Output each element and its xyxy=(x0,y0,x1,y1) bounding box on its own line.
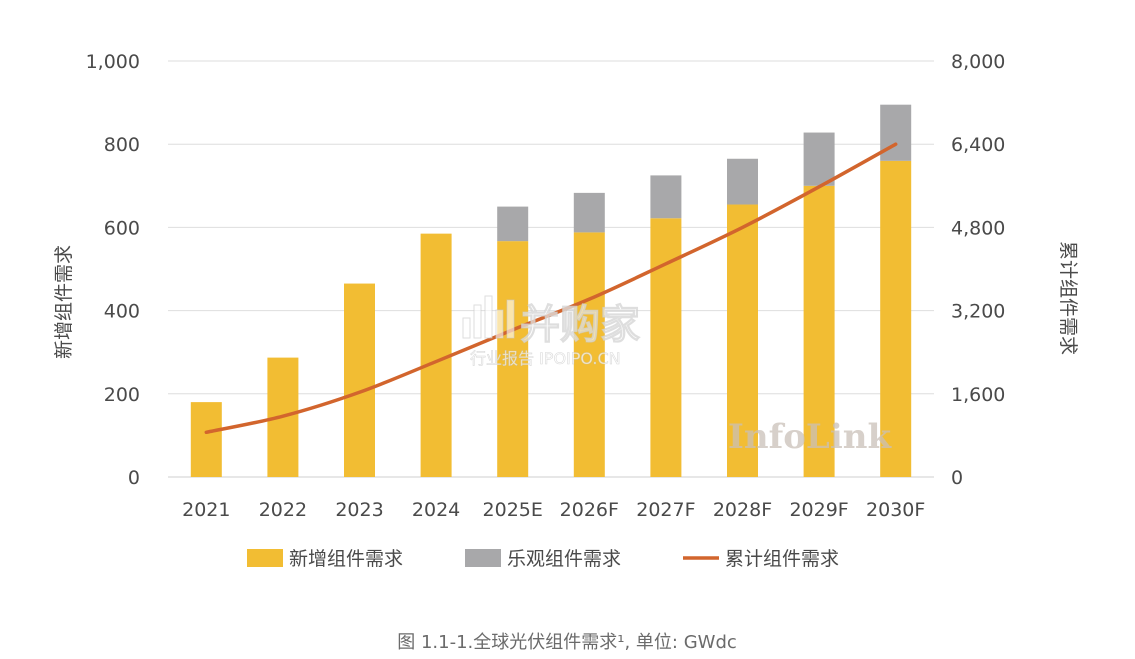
bar-新增组件需求-2030F xyxy=(880,160,912,477)
bars xyxy=(190,104,912,478)
x-tick-label: 2029F xyxy=(789,499,848,521)
y-tick-label-left: 200 xyxy=(104,384,140,406)
bar-乐观组件需求-2025E xyxy=(497,206,529,242)
y-tick-label-right: 3,200 xyxy=(951,301,1005,323)
bar-新增组件需求-2025E xyxy=(497,241,529,477)
y-tick-label-left: 1,000 xyxy=(86,51,140,73)
legend-swatch xyxy=(465,549,501,567)
legend-label: 累计组件需求 xyxy=(725,548,839,570)
watermark-brand: 并购家 xyxy=(520,302,640,348)
bar-乐观组件需求-2027F xyxy=(650,175,682,219)
x-axis-ticks: 2021 2022 2023 2024 2025E 2026F 2027F 2028F 2029… xyxy=(182,499,925,521)
y-tick-label-right: 1,600 xyxy=(951,384,1005,406)
bar-新增组件需求-2026F xyxy=(573,232,605,477)
y-tick-label-left: 0 xyxy=(128,467,140,489)
watermark-sub: 行业报告 IPOIPO.CN xyxy=(470,349,621,368)
y-axis-title-right: 累计组件需求 xyxy=(1057,241,1079,355)
bar-新增组件需求-2021 xyxy=(190,402,222,477)
watermark: 并购家 行业报告 IPOIPO.CN InfoLink xyxy=(462,295,892,457)
bar-乐观组件需求-2026F xyxy=(573,192,605,233)
bar-新增组件需求-2027F xyxy=(650,218,682,478)
right-axis-ticks: 0 1,600 3,200 4,800 6,400 8,000 xyxy=(951,51,1005,489)
y-axis-title-left: 新增组件需求 xyxy=(53,245,75,359)
y-tick-label-right: 8,000 xyxy=(951,51,1005,73)
y-tick-label-left: 800 xyxy=(104,134,140,156)
x-tick-label: 2027F xyxy=(636,499,695,521)
y-tick-label-right: 0 xyxy=(951,467,963,489)
y-tick-label-left: 600 xyxy=(104,217,140,239)
legend-label: 新增组件需求 xyxy=(289,548,403,570)
x-tick-label: 2021 xyxy=(182,499,230,521)
figure-caption: 图 1.1-1.全球光伏组件需求¹, 单位: GWdc xyxy=(397,632,737,653)
x-tick-label: 2025E xyxy=(483,499,543,521)
bar-新增组件需求-2024 xyxy=(420,233,452,477)
y-tick-label-right: 4,800 xyxy=(951,217,1005,239)
x-tick-label: 2024 xyxy=(412,499,460,521)
bar-新增组件需求-2029F xyxy=(803,185,835,478)
bar-新增组件需求-2023 xyxy=(344,283,375,477)
left-axis-ticks: 0 200 400 600 800 1,000 xyxy=(86,51,140,489)
cumulative-line xyxy=(204,142,898,435)
watermark-bars-logo xyxy=(462,295,515,339)
y-tick-label-right: 6,400 xyxy=(951,134,1005,156)
watermark-infolink: InfoLink xyxy=(728,417,892,457)
legend: 新增组件需求 乐观组件需求 累计组件需求 xyxy=(247,548,839,570)
x-tick-label: 2028F xyxy=(713,499,772,521)
x-tick-label: 2026F xyxy=(560,499,619,521)
x-tick-label: 2023 xyxy=(335,499,383,521)
bar-乐观组件需求-2029F xyxy=(803,132,835,186)
legend-label: 乐观组件需求 xyxy=(507,548,621,570)
x-tick-label: 2030F xyxy=(866,499,925,521)
x-tick-label: 2022 xyxy=(259,499,307,521)
bar-乐观组件需求-2028F xyxy=(727,158,758,205)
bar-乐观组件需求-2030F xyxy=(880,104,912,161)
line-累计组件需求 xyxy=(204,142,898,435)
bar-新增组件需求-2028F xyxy=(727,204,758,477)
y-tick-label-left: 400 xyxy=(104,301,140,323)
legend-swatch xyxy=(247,549,283,567)
